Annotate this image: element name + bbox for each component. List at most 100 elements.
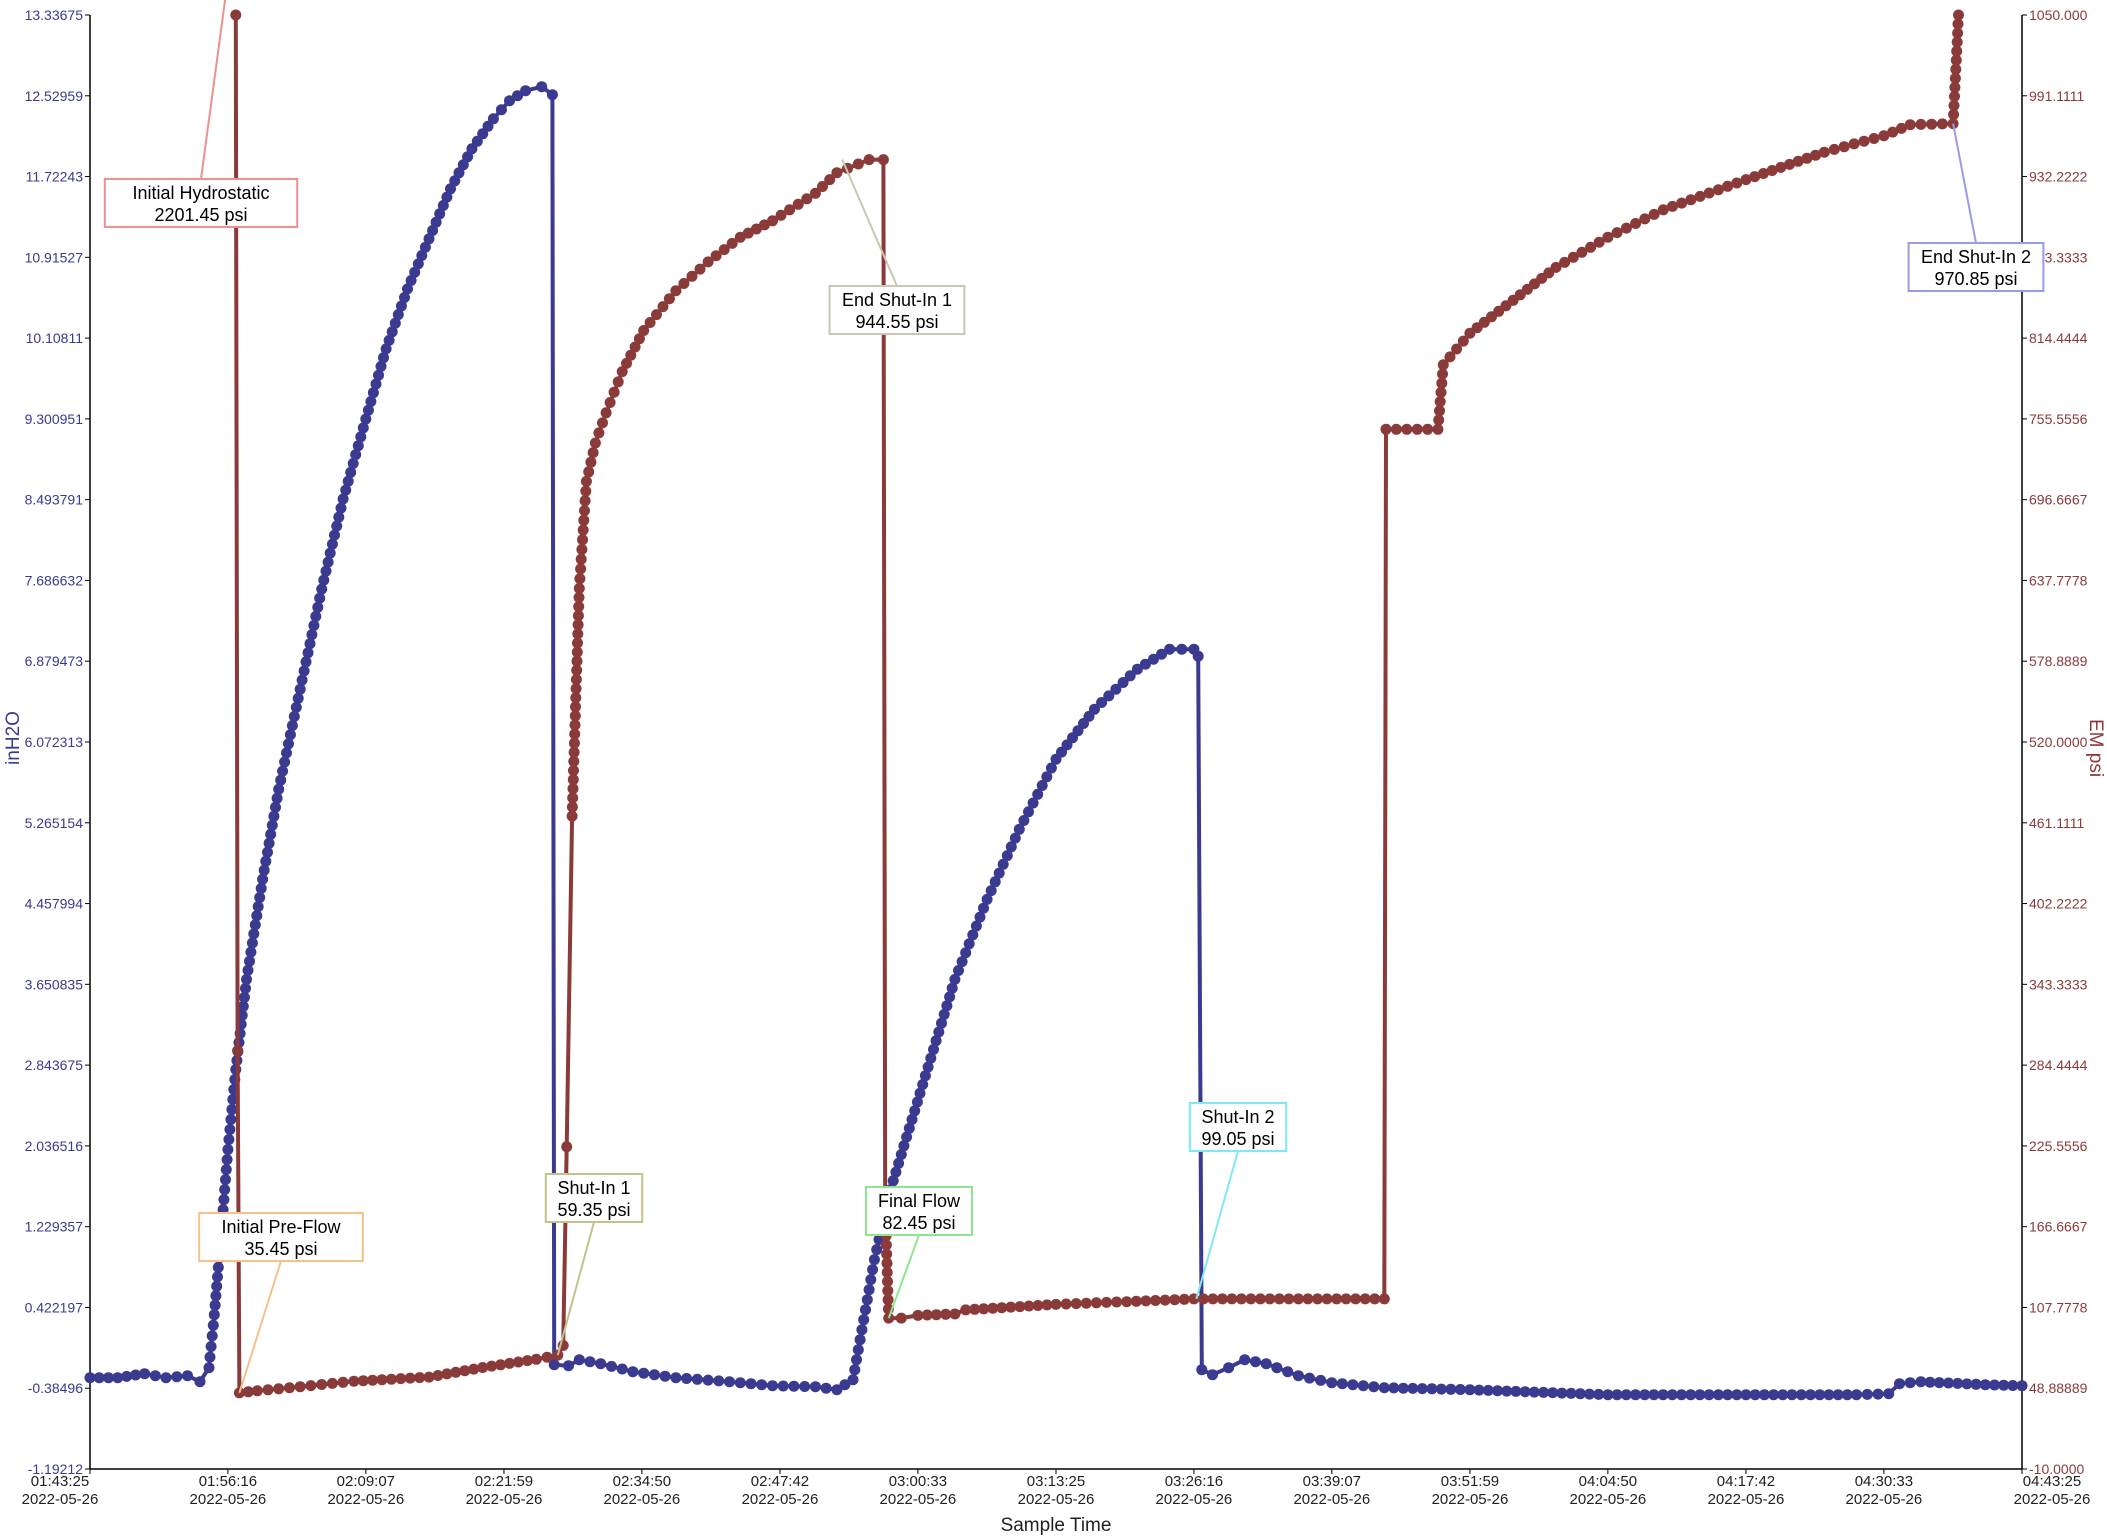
series-inh2o-point: [103, 1372, 114, 1384]
series-inh2o-point: [342, 475, 354, 487]
series-inh2o-point: [265, 828, 277, 840]
series-inh2o-point: [1103, 690, 1115, 702]
series-inh2o-point: [799, 1381, 811, 1392]
series-em-psi-point: [585, 456, 597, 468]
series-inh2o-point: [300, 656, 312, 668]
series-inh2o-point: [423, 233, 435, 245]
series-em-psi-point: [824, 174, 836, 186]
series-em-psi-point: [573, 582, 585, 594]
y-left-tick-label: 7.686632: [25, 572, 84, 588]
series-em-psi-point: [877, 154, 889, 166]
series-inh2o-point: [1694, 1389, 1706, 1401]
series-inh2o-point: [298, 665, 310, 677]
series-inh2o-point: [1001, 850, 1013, 862]
series-em-psi-point: [1611, 227, 1623, 239]
series-inh2o-point: [1740, 1389, 1752, 1401]
series-inh2o-point: [1722, 1389, 1734, 1401]
series-inh2o-point: [1368, 1381, 1380, 1393]
annotation-box: [198, 1212, 364, 1262]
series-inh2o-point: [271, 792, 283, 804]
annotation-title: Initial Hydrostatic: [132, 183, 269, 203]
x-tick-time-label: 01:56:16: [199, 1473, 257, 1490]
y-left-tick-label: 3.650835: [25, 976, 84, 992]
series-inh2o-point: [345, 466, 357, 478]
series-inh2o-point: [1758, 1389, 1770, 1401]
series-inh2o-point: [898, 1140, 910, 1152]
series-inh2o-point: [335, 502, 347, 514]
series-em-psi-point: [1953, 9, 1964, 21]
series-em-psi-point: [566, 810, 578, 822]
series-inh2o-point: [1110, 683, 1122, 695]
annotation-value: 82.45 psi: [882, 1213, 955, 1233]
x-tick-date-label: 2022-05-26: [22, 1491, 99, 1508]
series-inh2o-point: [329, 529, 340, 541]
series-inh2o-point: [1096, 697, 1108, 708]
series-inh2o-point: [275, 774, 287, 786]
series-em-psi-point: [573, 592, 585, 603]
series-inh2o-point: [1814, 1389, 1826, 1401]
series-inh2o-point: [292, 692, 304, 704]
x-tick-date-label: 2022-05-26: [1846, 1491, 1923, 1508]
series-inh2o-point: [1036, 780, 1048, 791]
series-inh2o-point: [734, 1377, 746, 1389]
series-inh2o-point: [1777, 1389, 1789, 1401]
series-inh2o-point: [326, 538, 338, 550]
series-em-psi-point: [1951, 36, 1963, 48]
series-inh2o-point: [1904, 1377, 1916, 1389]
series-em-psi-group: [230, 9, 1964, 1399]
series-inh2o-point: [851, 1354, 862, 1366]
series-em-psi-point: [1235, 1293, 1247, 1305]
series-inh2o-point: [121, 1370, 133, 1382]
series-inh2o-point: [520, 85, 532, 97]
series-inh2o-point: [288, 711, 300, 722]
series-em-psi-point: [432, 1370, 444, 1381]
series-inh2o-point: [997, 858, 1009, 870]
series-inh2o-point: [831, 1384, 843, 1396]
series-em-psi-point: [568, 755, 580, 767]
series-em-psi-point: [996, 1302, 1008, 1314]
series-em-psi-point: [486, 1360, 498, 1372]
series-inh2o-point: [208, 1309, 220, 1321]
annotation-value: 2201.45 psi: [154, 205, 247, 225]
series-em-psi-point: [1070, 1298, 1082, 1310]
series-inh2o-point: [340, 484, 352, 496]
series-inh2o-point: [985, 885, 997, 897]
series-em-psi-point: [616, 366, 628, 378]
series-em-psi-point: [882, 1276, 893, 1287]
series-inh2o-point: [416, 250, 428, 261]
series-inh2o-point: [858, 1314, 870, 1326]
series-inh2o-point: [978, 902, 989, 914]
series-em-psi-point: [694, 263, 706, 275]
series-em-psi-point: [1434, 405, 1445, 417]
series-inh2o-point: [1347, 1379, 1359, 1391]
series-inh2o-point: [290, 701, 302, 713]
series-em-psi-point: [792, 198, 804, 210]
series-inh2o-point: [1407, 1382, 1419, 1394]
series-inh2o-point: [412, 258, 424, 270]
series-inh2o-point: [893, 1157, 905, 1169]
x-tick-date-label: 2022-05-26: [742, 1491, 819, 1508]
series-em-psi-point: [571, 664, 583, 676]
series-em-psi-point: [612, 376, 624, 388]
series-inh2o-point: [266, 819, 278, 831]
series-inh2o-point: [149, 1370, 161, 1382]
series-inh2o-point: [1547, 1387, 1559, 1399]
y-right-tick-label: 1050.000: [2029, 7, 2088, 23]
x-tick-time-label: 02:21:59: [475, 1473, 533, 1490]
series-em-psi-point: [1207, 1293, 1219, 1305]
y-left-tick-label: 2.036516: [25, 1138, 84, 1154]
series-inh2o-point: [386, 326, 398, 338]
series-inh2o-point: [1454, 1384, 1466, 1395]
series-inh2o-point: [1556, 1387, 1568, 1399]
series-inh2o-point: [402, 283, 413, 295]
y-right-tick-label: 284.4444: [2029, 1057, 2088, 1073]
series-em-psi-point: [566, 801, 578, 813]
series-inh2o-point: [922, 1061, 934, 1073]
series-inh2o-point: [573, 1354, 585, 1366]
annotation-leader-line: [556, 1221, 595, 1356]
series-inh2o-point: [963, 938, 975, 950]
series-inh2o-point: [84, 1372, 96, 1384]
series-inh2o-point: [777, 1380, 789, 1392]
y-right-tick-label: 461.1111: [2029, 815, 2084, 831]
series-inh2o-point: [283, 738, 294, 750]
